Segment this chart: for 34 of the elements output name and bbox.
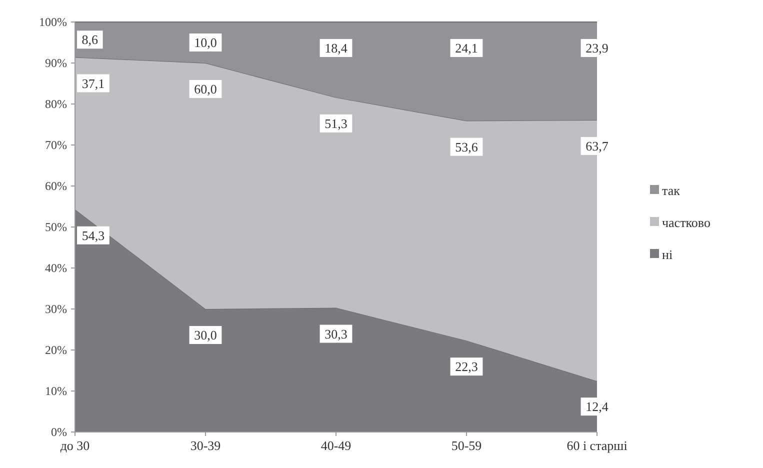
x-tick-label: 60 і старші: [566, 438, 628, 453]
x-tick-label: 30-39: [190, 438, 221, 453]
y-tick-label: 40%: [45, 261, 67, 275]
y-tick-label: 0%: [51, 425, 67, 439]
data-label: 60,0: [194, 82, 217, 96]
data-label: 23,9: [586, 40, 608, 56]
y-tick-label: 80%: [45, 97, 67, 111]
data-label: 51,3: [324, 116, 348, 131]
data-label: 22,3: [455, 359, 478, 374]
y-tick-label: 20%: [45, 343, 67, 357]
data-label: 12,4: [586, 399, 609, 414]
y-tick-label: 50%: [45, 220, 67, 234]
y-tick-label: 90%: [45, 56, 67, 70]
data-label: 37,1: [82, 76, 105, 91]
legend-label: ні: [662, 247, 673, 262]
y-tick-label: 70%: [45, 138, 67, 152]
data-label: 30,0: [194, 328, 217, 342]
data-label: 30,3: [324, 326, 348, 342]
x-tick-label: до 30: [60, 438, 90, 453]
y-tick-label: 100%: [39, 15, 67, 29]
data-label: 18,4: [324, 40, 348, 56]
data-label: 54,3: [82, 228, 105, 243]
x-tick-label: 50-59: [451, 438, 482, 453]
y-tick-label: 10%: [45, 384, 67, 398]
data-label: 63,7: [586, 138, 609, 154]
y-tick-label: 60%: [45, 179, 67, 193]
data-label: 24,1: [455, 40, 478, 56]
y-tick-label: 30%: [45, 302, 67, 316]
legend-label: так: [662, 183, 681, 198]
data-label: 10,0: [194, 35, 217, 50]
x-tick-label: 40-49: [320, 438, 352, 453]
legend-label: частково: [662, 215, 710, 230]
data-label: 53,6: [455, 139, 478, 154]
data-label: 8,6: [82, 32, 99, 48]
